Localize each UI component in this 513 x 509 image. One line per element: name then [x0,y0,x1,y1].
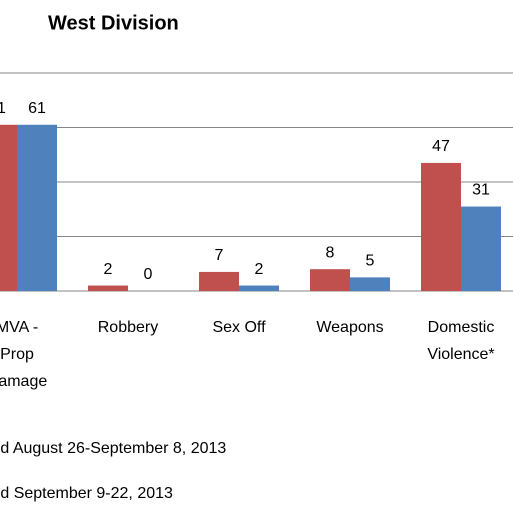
legend-label: Period August 26-September 8, 2013 [0,440,226,457]
value-label: 5 [366,253,375,270]
legend-label: Period September 9-22, 2013 [0,485,173,502]
bar [350,277,390,291]
bar [0,124,17,292]
bar [461,206,501,291]
bar [199,271,239,291]
value-label: 7 [215,247,224,264]
value-label: 61 [28,100,46,117]
value-label: 8 [326,244,335,261]
x-tick-label: Sex Off [212,319,266,336]
value-label: 31 [472,182,490,199]
bar [421,162,461,291]
bar [88,285,128,291]
value-label: 2 [104,261,113,278]
value-label: 47 [432,138,450,155]
x-tick-label: Domestic Violence* [427,319,494,363]
value-label: 61 [0,100,6,117]
bar [239,285,279,291]
value-label: 2 [255,261,264,278]
bar [17,124,57,292]
x-tick-label: Weapons [316,319,383,336]
value-label: 0 [144,266,153,283]
chart-title: West Division [48,12,179,34]
x-tick-label: Robbery [98,319,158,336]
x-tick-label: MVA -PropDamage [0,319,47,390]
bar [310,269,350,291]
